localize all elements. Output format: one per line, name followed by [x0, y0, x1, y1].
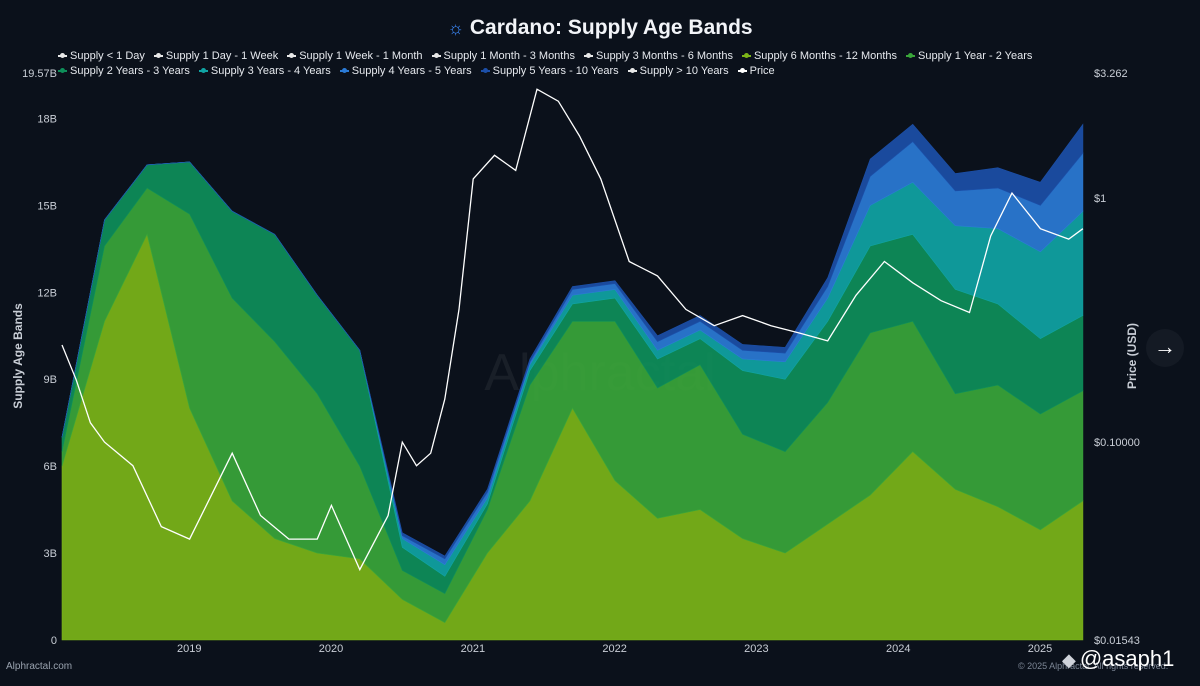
y-tick-label: 3B [44, 548, 57, 560]
legend-swatch [339, 68, 349, 74]
y-tick-label: 0 [51, 635, 57, 647]
legend-label: Supply 1 Month - 3 Months [443, 50, 575, 62]
legend-swatch [153, 53, 163, 59]
legend-label: Supply > 10 Years [639, 65, 729, 77]
legend-label: Supply 4 Years - 5 Years [351, 65, 472, 77]
legend-item[interactable]: Supply 3 Months - 6 Months [583, 49, 733, 64]
legend-swatch [431, 53, 441, 59]
legend-swatch [906, 53, 916, 59]
legend-swatch [583, 53, 593, 59]
x-tick-label: 2021 [461, 643, 485, 655]
chart-title-text: Cardano: Supply Age Bands [469, 16, 753, 39]
chart-title: ☼ Cardano: Supply Age Bands [0, 16, 1200, 40]
y-tick-label: 6B [44, 461, 57, 473]
legend-item[interactable]: Supply > 10 Years [627, 64, 729, 79]
legend-swatch [737, 68, 747, 74]
legend-item[interactable]: Supply 2 Years - 3 Years [58, 64, 190, 79]
y-tick-label: 12B [37, 287, 57, 299]
legend-swatch [58, 68, 67, 74]
brand-handle-text: @asaph1 [1079, 646, 1175, 671]
legend-swatch [480, 68, 490, 74]
binance-diamond-icon: ◆ [1062, 650, 1076, 670]
y-axis-title: Supply Age Bands [11, 303, 25, 409]
legend-label: Supply 1 Year - 2 Years [918, 50, 1033, 62]
legend-item[interactable]: Supply 4 Years - 5 Years [339, 64, 472, 79]
x-tick-label: 2023 [744, 643, 768, 655]
legend-item[interactable]: Supply 1 Month - 3 Months [431, 49, 575, 64]
chart-legend: Supply < 1 Day Supply 1 Day - 1 Week Suppl… [58, 49, 1148, 79]
x-tick-label: 2022 [602, 643, 626, 655]
y-tick-label: 19.57B [22, 68, 57, 80]
y-tick-label: 9B [44, 374, 57, 386]
x-tick-label: 2025 [1028, 643, 1052, 655]
legend-item[interactable]: Price [737, 64, 775, 79]
legend-item[interactable]: Supply 6 Months - 12 Months [741, 49, 898, 64]
brand-handle: ◆ @asaph1 [1062, 646, 1174, 672]
legend-label: Supply < 1 Day [70, 50, 145, 62]
legend-item[interactable]: Supply 1 Year - 2 Years [906, 49, 1032, 64]
area-series-supply-5-years-10-years [61, 123, 1084, 560]
x-tick-label: 2024 [886, 643, 910, 655]
y2-tick-label: $1 [1094, 193, 1106, 205]
legend-label: Supply 3 Months - 6 Months [595, 50, 733, 62]
y2-tick-label: $0.10000 [1094, 437, 1140, 449]
footer-source: Alphractal.com [6, 661, 73, 672]
legend-label: Price [749, 65, 775, 77]
legend-label: Supply 1 Week - 1 Month [299, 50, 423, 62]
legend-swatch [741, 53, 751, 59]
legend-label: Supply 3 Years - 4 Years [210, 65, 331, 77]
y2-tick-label: $0.01543 [1094, 635, 1140, 647]
legend-swatch [287, 53, 297, 59]
legend-swatch [627, 68, 637, 74]
legend-swatch [198, 68, 208, 74]
next-arrow-button[interactable]: → [1146, 329, 1184, 367]
legend-label: Supply 5 Years - 10 Years [492, 65, 619, 77]
footer-copyright: © 2025 Alphractal. All rights reserved. [1018, 661, 1169, 671]
legend-item[interactable]: Supply 5 Years - 10 Years [480, 64, 619, 79]
y2-tick-label: $3.262 [1094, 68, 1128, 80]
legend-label: Supply 6 Months - 12 Months [753, 50, 898, 62]
legend-label: Supply 1 Day - 1 Week [165, 50, 279, 62]
cardano-logo-icon: ☼ [447, 18, 464, 38]
legend-item[interactable]: Supply < 1 Day [58, 49, 145, 64]
x-tick-label: 2020 [319, 643, 343, 655]
legend-swatch [58, 53, 67, 59]
y2-axis-title: Price (USD) [1125, 323, 1139, 389]
legend-label: Supply 2 Years - 3 Years [70, 65, 190, 77]
legend-item[interactable]: Supply 1 Day - 1 Week [153, 49, 279, 64]
y-tick-label: 15B [37, 200, 57, 212]
x-tick-label: 2019 [177, 643, 201, 655]
legend-item[interactable]: Supply 1 Week - 1 Month [287, 49, 423, 64]
price-line [61, 88, 1084, 572]
arrow-right-icon: → [1154, 334, 1176, 359]
legend-item[interactable]: Supply 3 Years - 4 Years [198, 64, 331, 79]
y-tick-label: 18B [37, 113, 57, 125]
